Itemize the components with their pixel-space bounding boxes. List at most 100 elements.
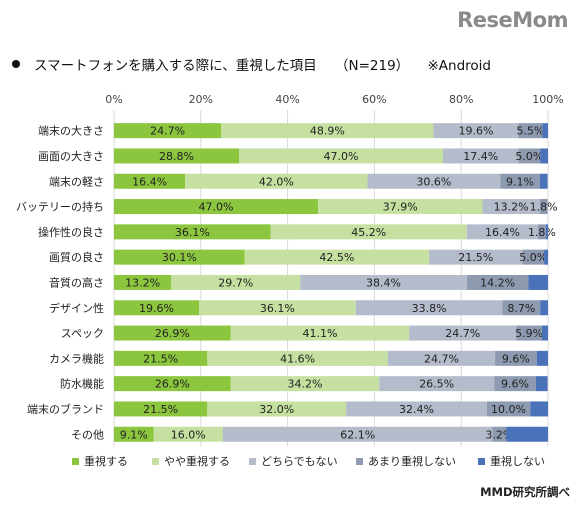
bar-segment [114,274,172,290]
bar-segment [540,300,548,316]
data-label: 37.9% [383,201,418,214]
bar-segment [114,376,231,392]
x-tick-label: 100% [532,93,563,106]
bar-segment [442,148,519,164]
bar-segment [114,199,318,215]
legend-swatch [356,458,363,465]
data-label: 42.0% [259,175,294,188]
bar-segment [171,274,301,290]
category-label: 端末の大きさ [38,124,104,138]
bar-segment [466,274,529,290]
bar-segment [429,249,523,265]
bar-segment [542,123,548,139]
data-label: 36.1% [175,226,210,239]
bar-segment [539,173,548,189]
data-label: 1.8% [528,226,556,239]
category-label: 操作性の良さ [38,225,104,239]
bar-segment [535,376,548,392]
x-tick-label: 60% [362,93,386,106]
data-label: 24.7% [150,125,185,138]
data-label: 13.2% [494,201,529,214]
data-label: 32.4% [399,403,434,416]
data-label: 14.2% [480,276,515,289]
bar-segment [114,325,231,341]
bar-segment [409,325,517,341]
x-tick-label: 20% [189,93,213,106]
data-label: 16.0% [171,428,206,441]
category-label: スペック [61,327,104,340]
bar-segment [367,173,501,189]
bar-segment [114,224,271,240]
bar-segment [207,401,347,417]
bar-segment [544,249,548,265]
data-label: 21.5% [458,251,493,264]
data-label: 30.6% [416,175,451,188]
bar-segment [270,224,467,240]
data-label: 45.2% [351,226,386,239]
data-label: 36.1% [260,302,295,315]
legend-label: あまり重視しない [368,454,456,468]
bar-segment [114,249,245,265]
bar-segment [539,199,548,215]
data-label: 47.0% [199,201,234,214]
data-label: 9.1% [120,428,148,441]
x-tick-label: 0% [105,93,122,106]
bar-segment [538,224,546,240]
bar-segment [114,350,208,366]
bar-segment [346,401,487,417]
data-label: 8.7% [507,302,535,315]
resemom-logo: ReseMom [457,8,568,32]
bar-segment [494,376,536,392]
bar-segment [300,274,467,290]
data-label: 34.2% [287,378,322,391]
bar-segment [238,148,443,164]
bar-segment [153,426,223,442]
bar-segment [114,173,186,189]
source-credit: MMD研究所調べ [480,485,570,499]
data-label: 26.9% [155,327,190,340]
bar-segment [114,300,200,316]
bar-segment [221,123,434,139]
bar-segment [433,123,519,139]
bar-segment [379,376,495,392]
bar-segment [207,350,388,366]
bar-segment [506,426,548,442]
category-label: 音質の高さ [49,275,104,289]
bar-segment [230,325,410,341]
data-label: 16.4% [485,226,520,239]
data-label: 16.4% [132,175,167,188]
legend-label: 重視しない [490,454,545,468]
bar-segment [199,300,356,316]
category-label: バッテリーの持ち [16,200,104,214]
bar-segment [502,300,541,316]
bar-segment [114,123,222,139]
bar-segment [317,199,483,215]
data-label: 28.8% [159,150,194,163]
bar-segment [518,123,543,139]
category-label: 画面の大きさ [38,149,104,163]
bar-segment [222,426,493,442]
bar-segment [387,350,496,366]
bar-segment [500,173,540,189]
data-label: 21.5% [143,403,178,416]
data-label: 5.9% [515,327,543,340]
x-tick-label: 40% [275,93,299,106]
bar-segment [482,199,540,215]
bar-segment [516,325,542,341]
chart-title-row: スマートフォンを購入する際に、重視した項目 （N=219） ※Android [12,54,491,74]
bar-segment [355,300,503,316]
legend-swatch [478,458,485,465]
bar-segment [545,224,548,240]
data-label: 19.6% [139,302,174,315]
bar-segment [540,148,548,164]
bar-segment [114,148,239,164]
bar-segment [528,274,548,290]
bar-segment [114,401,208,417]
data-label: 10.0% [491,403,526,416]
x-tick-label: 80% [449,93,473,106]
data-label: 26.9% [155,378,190,391]
data-label: 9.1% [506,175,534,188]
bar-segment [495,350,537,366]
platform-note: ※Android [427,58,491,74]
